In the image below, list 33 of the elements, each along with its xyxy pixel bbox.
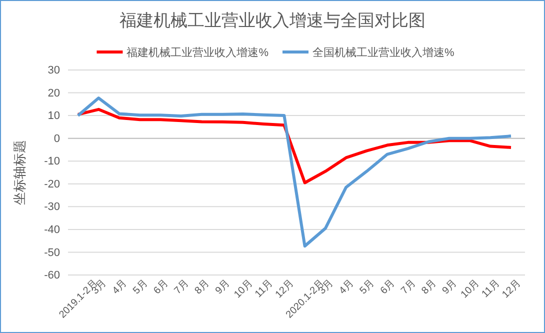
x-tick-label: 9月 [440, 278, 460, 297]
x-tick-label: 12月 [500, 278, 524, 301]
x-tick-label: 8月 [420, 278, 439, 297]
y-tick-label: -60 [44, 270, 60, 282]
x-tick-label: 6月 [152, 278, 171, 297]
x-tick-label: 6月 [378, 278, 398, 297]
line-series [76, 96, 512, 248]
x-tick-label: 4月 [337, 278, 356, 297]
x-tick-label: 4月 [110, 278, 130, 297]
x-tick-label: 8月 [193, 278, 212, 297]
x-tick-label: 7月 [399, 278, 418, 297]
legend-label: 全国机械工业营业收入增速% [312, 46, 454, 59]
y-tick-label: -40 [44, 224, 60, 236]
chart-title: 福建机械工业营业收入增速与全国对比图 [120, 11, 426, 30]
x-tick-label: 5月 [131, 278, 150, 297]
y-tick-label: 10 [48, 110, 60, 122]
y-tick-label: 30 [48, 64, 60, 77]
y-axis-title: 坐标轴标题 [12, 140, 27, 205]
x-tick-label: 11月 [253, 278, 276, 300]
x-tick-label: 7月 [172, 278, 192, 297]
y-tick-label: -30 [44, 201, 60, 214]
y-tick-label: -20 [44, 178, 60, 190]
y-tick-label: -10 [44, 156, 60, 168]
y-tick-label: 20 [48, 87, 60, 100]
y-tick-label: -50 [44, 246, 60, 259]
legend-label: 福建机械工业营业收入增速% [126, 46, 269, 59]
x-tick-label: 10月 [459, 278, 482, 301]
y-tick-label: 0 [54, 132, 60, 145]
line-series [76, 108, 512, 184]
x-tick-label: 10月 [232, 278, 256, 301]
x-tick-label: 11月 [480, 278, 502, 300]
x-tick-label: 5月 [358, 278, 377, 297]
x-tick-label: 9月 [214, 278, 232, 297]
